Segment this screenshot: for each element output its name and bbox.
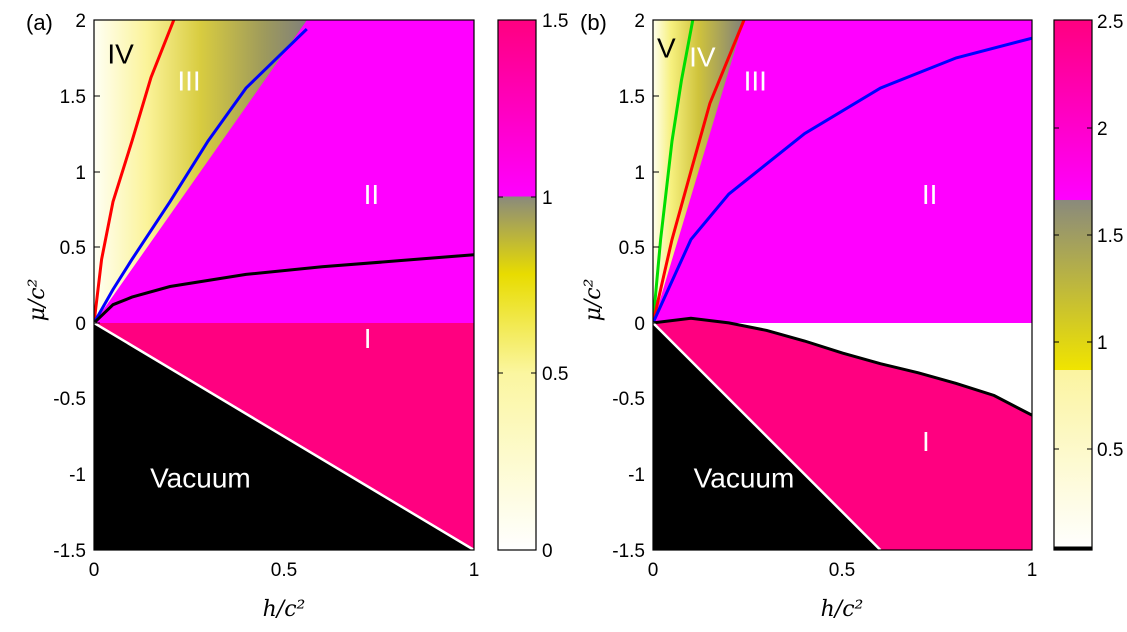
- region-label-iii-a: III: [177, 66, 200, 97]
- y-tick-label: 0.5: [619, 238, 645, 259]
- region-iv-fill-b: [653, 20, 744, 323]
- y-tick-label: 2: [634, 11, 645, 32]
- x-tick-label: 0.5: [829, 560, 855, 581]
- x-tick-label: 0: [648, 560, 659, 581]
- y-tick-label: -0.5: [612, 389, 645, 410]
- y-tick-label: 1.5: [60, 87, 86, 108]
- colorbar-tick-label: 0.5: [542, 364, 568, 385]
- boundary-black-b: [653, 316, 1032, 417]
- boundary-blue-a: [94, 28, 308, 324]
- boundary-green-b: [653, 20, 695, 324]
- region-label-iv-b: IV: [689, 41, 716, 72]
- boundary-vacuum-b: [653, 322, 882, 550]
- x-tick-label: 0.5: [271, 560, 297, 581]
- x-axis-label-b: h/c²: [821, 597, 864, 622]
- y-tick-label: 1.5: [619, 87, 645, 108]
- y-tick-label: 1: [75, 163, 86, 184]
- y-tick-label: 0: [634, 314, 645, 335]
- boundary-black-a: [94, 253, 474, 324]
- region-label-vacuum-a: Vacuum: [150, 462, 251, 493]
- region-i-fill-b: [653, 318, 1032, 550]
- y-tick-label: -1.5: [53, 541, 86, 562]
- x-axis-label-a: h/c²: [263, 597, 306, 622]
- x-tick-label: 1: [469, 560, 480, 581]
- y-tick-label: 0.5: [60, 238, 86, 259]
- region-label-vacuum-b: Vacuum: [694, 462, 795, 493]
- y-axis-label-a: μ/c²: [25, 279, 50, 322]
- boundary-red-a: [94, 20, 176, 324]
- region-ii-fill-b: [653, 20, 1032, 323]
- x-tick-label: 1: [1027, 560, 1038, 581]
- panel-label-a: (a): [26, 10, 53, 35]
- colorbar-tick-label: 2.5: [1097, 12, 1123, 33]
- colorbar-tick-label: 1.5: [1097, 226, 1123, 247]
- y-axis-b: -1.5 -1 -0.5 0 0.5 1 1.5 2: [612, 11, 659, 562]
- y-axis-a: -1.5 -1 -0.5 0 0.5 1 1.5 2: [53, 11, 100, 562]
- colorbar-tick-label: 0.5: [1097, 440, 1123, 461]
- panel-b: V IV III II I Vacuum -1.5 -1 -0.5 0 0.5 …: [580, 10, 1123, 622]
- y-tick-label: -1: [628, 465, 645, 486]
- boundary-blue-b: [653, 36, 1032, 324]
- boundary-red-b: [653, 20, 746, 324]
- y-tick-label: 0: [75, 314, 86, 335]
- colorbar-a: 0 0.5 1 1.5: [497, 11, 568, 562]
- y-tick-label: 2: [75, 11, 86, 32]
- region-label-ii-b: II: [922, 179, 938, 210]
- region-label-v-b: V: [657, 32, 676, 63]
- region-label-i-a: I: [364, 323, 372, 354]
- x-tick-label: 0: [89, 560, 100, 581]
- region-label-i-b: I: [922, 426, 930, 457]
- boundary-vacuum-a: [94, 321, 474, 550]
- colorbar-tick-label: 1.5: [542, 11, 568, 32]
- region-label-ii-a: II: [364, 179, 380, 210]
- region-iii-fill-a: [94, 20, 307, 323]
- colorbar-b: 0.5 1 1.5 2 2.5: [1053, 12, 1123, 551]
- region-label-iv-a: IV: [107, 38, 134, 69]
- x-axis-b: 0 0.5 1: [648, 544, 1038, 581]
- y-tick-label: -1: [69, 465, 86, 486]
- x-axis-a: 0 0.5 1: [89, 544, 480, 581]
- y-tick-label: 1: [634, 163, 645, 184]
- panel-label-b: (b): [580, 10, 607, 35]
- colorbar-tick-label: 2: [1097, 119, 1108, 140]
- region-label-iii-b: III: [744, 66, 767, 97]
- colorbar-tick-label: 1: [542, 188, 553, 209]
- panel-a: IV III II I Vacuum -1.5 -1 -0.5 0 0.5 1 …: [25, 10, 568, 622]
- y-tick-label: -0.5: [53, 389, 86, 410]
- colorbar-tick-label: 0: [542, 541, 553, 562]
- colorbar-tick-label: 1: [1097, 333, 1108, 354]
- y-tick-label: -1.5: [612, 541, 645, 562]
- y-axis-label-b: μ/c²: [581, 279, 606, 322]
